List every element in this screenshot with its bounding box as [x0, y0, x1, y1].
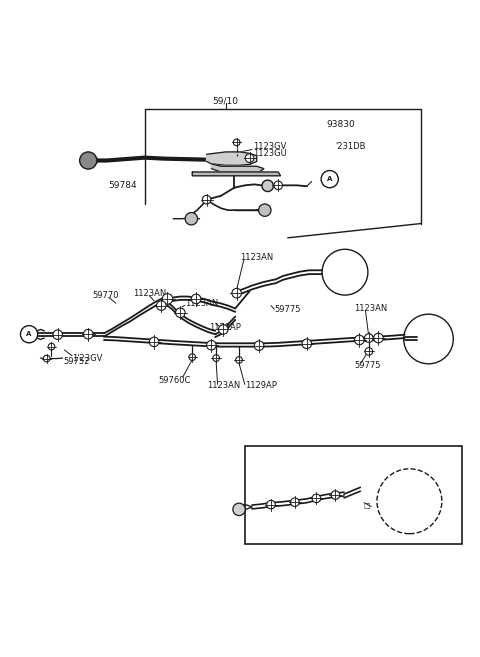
Circle shape: [84, 329, 93, 339]
Circle shape: [43, 355, 50, 362]
Circle shape: [331, 491, 340, 499]
Text: 59/10: 59/10: [213, 97, 239, 105]
Circle shape: [267, 500, 276, 509]
Text: 59752: 59752: [63, 357, 90, 367]
Circle shape: [80, 152, 97, 169]
Text: 1123GV: 1123GV: [253, 142, 287, 150]
Circle shape: [355, 335, 364, 345]
Circle shape: [259, 204, 271, 216]
Circle shape: [189, 353, 196, 361]
Text: □: □: [363, 503, 370, 510]
Text: 59770: 59770: [92, 290, 119, 300]
Circle shape: [156, 301, 166, 310]
Circle shape: [321, 171, 338, 188]
Circle shape: [149, 337, 159, 347]
Circle shape: [218, 325, 228, 334]
Text: DISC TYPE: DISC TYPE: [253, 454, 306, 463]
Text: 1123AN: 1123AN: [207, 381, 241, 390]
Circle shape: [202, 195, 211, 204]
Text: 93830: 93830: [326, 120, 355, 129]
Circle shape: [274, 181, 282, 190]
Text: 1123AN: 1123AN: [355, 304, 388, 313]
Text: 1123GU: 1123GU: [253, 149, 287, 158]
Circle shape: [290, 498, 299, 507]
Circle shape: [232, 288, 241, 298]
Circle shape: [236, 357, 242, 363]
Polygon shape: [206, 152, 257, 166]
Circle shape: [262, 180, 274, 192]
Text: A: A: [327, 176, 333, 182]
Circle shape: [233, 139, 240, 146]
Circle shape: [21, 326, 37, 343]
Text: 1129AP: 1129AP: [209, 323, 241, 332]
Text: 59760C: 59760C: [158, 376, 190, 384]
Circle shape: [48, 344, 55, 350]
Text: A: A: [26, 331, 32, 337]
Circle shape: [302, 339, 312, 349]
Text: 59784: 59784: [109, 181, 137, 190]
Circle shape: [176, 308, 185, 317]
Circle shape: [364, 334, 373, 342]
Text: 1123AN: 1123AN: [132, 289, 166, 298]
Text: 1123AN: 1123AN: [240, 254, 273, 262]
Polygon shape: [192, 172, 281, 176]
Text: 1'23GV: 1'23GV: [72, 353, 102, 363]
Circle shape: [254, 341, 264, 350]
Text: 59775: 59775: [355, 361, 381, 371]
Circle shape: [162, 294, 173, 304]
Circle shape: [245, 154, 254, 162]
Circle shape: [365, 348, 372, 355]
Polygon shape: [211, 164, 264, 172]
Circle shape: [206, 340, 216, 350]
Text: 1123AN: 1123AN: [185, 299, 218, 307]
Circle shape: [312, 494, 321, 503]
Bar: [245, 446, 462, 544]
Circle shape: [192, 294, 201, 304]
Circle shape: [185, 212, 198, 225]
Circle shape: [213, 355, 219, 361]
Text: 1129AP: 1129AP: [245, 381, 276, 390]
Text: '231DB: '231DB: [336, 142, 366, 150]
Circle shape: [53, 330, 62, 340]
Circle shape: [233, 503, 245, 516]
Circle shape: [373, 333, 383, 343]
Text: 59775: 59775: [275, 305, 301, 314]
Text: 59745: 59745: [373, 502, 400, 511]
